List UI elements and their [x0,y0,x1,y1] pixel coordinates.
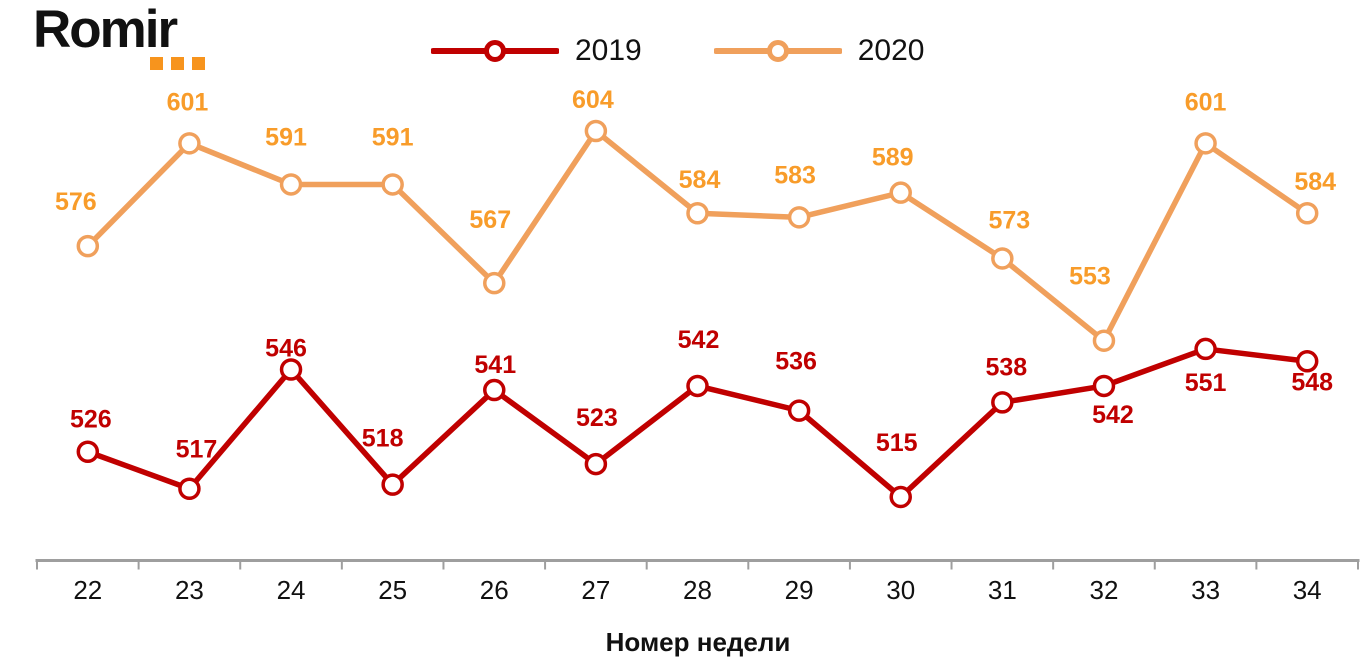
series-2020-marker [889,181,912,204]
series-2019-data-label: 526 [70,406,112,434]
x-tick-label: 29 [785,575,814,605]
series-2020-marker [1295,201,1319,225]
series-2019-data-label: 518 [362,425,404,453]
series-2019-data-label: 523 [576,404,618,432]
series-2020-line [85,128,1310,344]
x-tick-label: 23 [175,575,204,605]
legend-label-2020: 2020 [857,34,925,67]
series-2019-data-label: 515 [876,429,918,457]
series-2019-marker [1092,374,1116,398]
legend-swatch-2020-icon [713,40,842,62]
series-2020-data-label: 601 [167,88,209,116]
series-2020-data-label: 591 [265,123,307,151]
series-2020-data-label: 567 [469,206,511,234]
series-2020-data-label: 591 [372,123,414,151]
romir-logo-text: Romir [33,0,178,59]
series-2019-marker [686,374,709,398]
legend-label-2019: 2019 [575,34,642,67]
series-2019-data-label: 551 [1185,369,1227,397]
series-2019-marker [1194,337,1217,361]
romir-logo-dots [150,57,205,70]
series-2020-data-label: 589 [872,144,914,172]
x-tick-label: 25 [378,575,407,605]
series-2019-data-label: 517 [176,436,218,464]
logo-dot [150,57,163,70]
x-tick-label: 26 [480,575,509,605]
series-2020-marker [1092,329,1116,352]
series-2019-data-label: 542 [678,326,720,354]
series-2019-marker [279,358,303,381]
x-tick-label: 34 [1293,575,1322,605]
series-2019-data-label: 538 [985,353,1027,381]
series-2020-data-label: 573 [988,206,1030,234]
x-tick-label: 31 [988,575,1017,605]
legend-swatch-2019-icon [431,40,559,62]
series-2020-data-label: 584 [1294,168,1336,196]
series-2019-data-label: 546 [265,334,307,362]
series-2019-marker [381,473,404,496]
logo-dot [192,57,205,70]
x-tick-label: 33 [1191,575,1220,605]
logo-dot [171,57,184,70]
series-2019-marker [76,440,100,463]
x-tick-label: 27 [581,575,610,605]
series-2019-data-label: 536 [775,348,817,376]
series-2020-marker [483,271,506,295]
series-2020-marker [1194,132,1217,155]
legend-item-2019: 2019 [431,34,642,68]
series-2019-data-label: 548 [1291,368,1333,396]
series-2019-marker [483,378,506,402]
series-2020-data-label: 601 [1185,88,1227,116]
series-2019-marker [178,477,201,500]
series-2019-marker [1295,350,1319,373]
x-tick-label: 24 [277,575,306,605]
x-tick-label: 30 [886,575,915,605]
series-2020-marker [76,234,100,258]
series-2019-data-label: 541 [474,351,516,379]
series-2019-data-label: 542 [1092,401,1134,429]
x-tick-label: 32 [1090,575,1119,605]
series-2020-data-label: 583 [774,161,816,189]
legend-item-2020: 2020 [713,34,925,68]
romir-logo: Romir [33,0,205,70]
series-2019-marker [889,485,912,509]
legend: 2019 2020 [431,34,925,68]
x-axis-title: Номер недели [605,627,791,657]
series-2020-data-label: 553 [1069,263,1111,291]
series-2020-marker [686,201,709,225]
series-2019-marker [787,399,811,422]
series-2019-marker [584,452,608,476]
series-2019-marker [991,391,1014,414]
series-2020-data-label: 584 [679,166,721,194]
series-2020-marker [279,173,303,196]
series-2020-marker [787,206,811,229]
series-2020-data-label: 576 [55,188,97,216]
series-2020-marker [178,132,201,155]
x-tick-label: 22 [73,575,102,605]
x-tick-label: 28 [683,575,712,605]
series-2020-marker [584,119,608,143]
series-2020-data-label: 604 [572,86,614,114]
series-2020-marker [381,173,404,196]
series-2020-marker [991,247,1014,270]
